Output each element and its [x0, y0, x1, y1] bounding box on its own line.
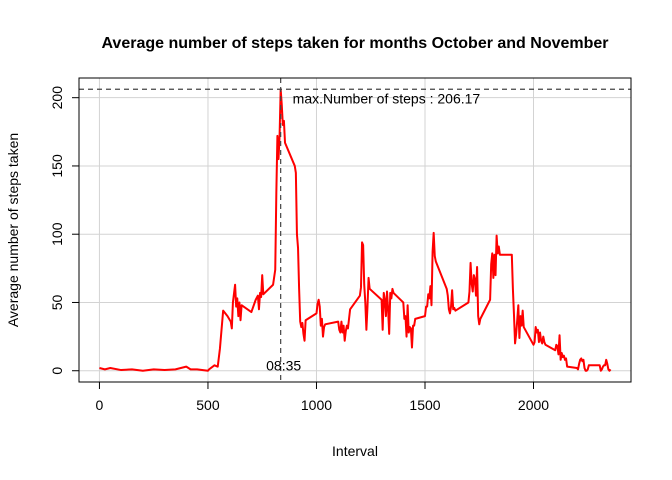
- y-tick-label: 0: [49, 367, 65, 375]
- x-tick-label: 500: [196, 397, 220, 413]
- y-tick-label: 200: [49, 86, 65, 110]
- data-line: [99, 88, 612, 372]
- x-axis-label: Interval: [332, 443, 378, 459]
- y-axis-label: Average number of steps taken: [5, 133, 21, 327]
- time-annotation: 08:35: [266, 358, 301, 374]
- x-tick-label: 1500: [409, 397, 440, 413]
- y-tick-label: 150: [49, 154, 65, 178]
- chart-title: Average number of steps taken for months…: [101, 35, 608, 52]
- y-tick-label: 100: [49, 222, 65, 246]
- y-tick-label: 50: [49, 294, 65, 310]
- plot-frame: [78, 77, 632, 383]
- max-annotation: max.Number of steps : 206.17: [293, 90, 481, 106]
- x-tick-label: 2000: [518, 397, 549, 413]
- x-tick-label: 1000: [301, 397, 332, 413]
- x-tick-label: 0: [96, 397, 104, 413]
